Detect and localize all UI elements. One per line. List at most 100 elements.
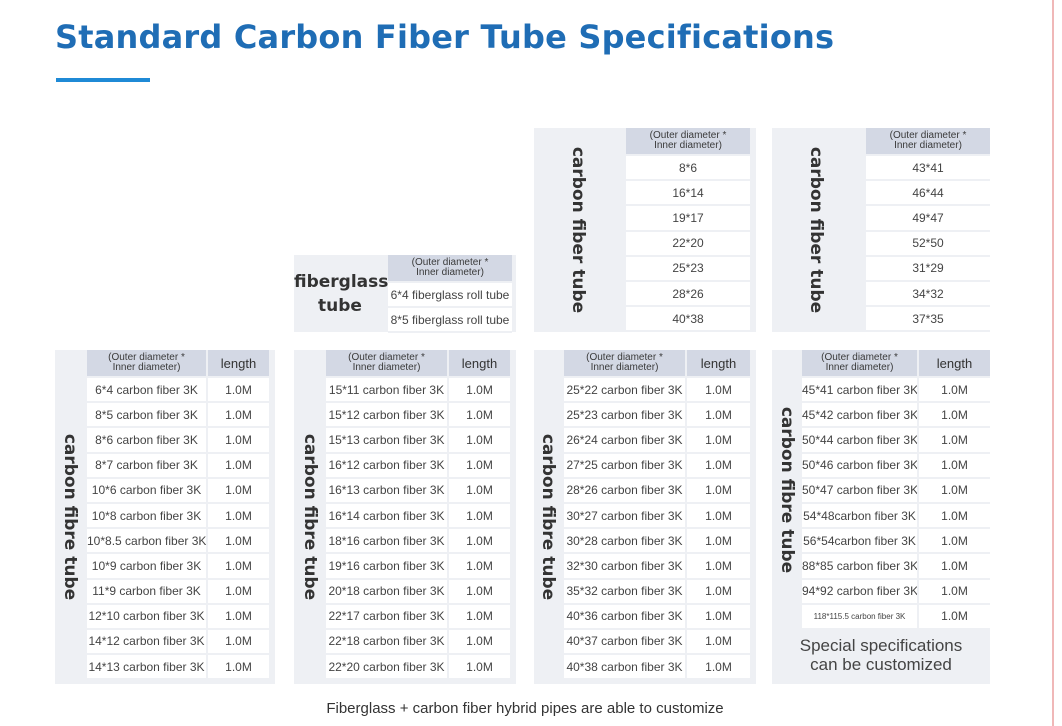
table-row: 22*17 carbon fiber 3K 1.0M (326, 603, 510, 630)
length-cell: 1.0M (685, 654, 750, 681)
fiberglass-label: fiberglass tube (294, 272, 389, 316)
length-cell: 1.0M (447, 553, 510, 580)
spec-cell: 8*5 fiberglass roll tube (388, 307, 512, 334)
length-cell: 1.0M (917, 528, 990, 555)
table-row: 118*115.5 carbon fiber 3K 1.0M (802, 603, 990, 630)
length-cell: 1.0M (685, 402, 750, 429)
top-spec-table-1: (Outer diameter * Inner diameter) 8*6 16*… (626, 128, 750, 333)
table-row: 16*14 carbon fiber 3K 1.0M (326, 502, 510, 530)
spec-cell: 27*25 carbon fiber 3K (564, 452, 686, 479)
spec-cell: 8*6 carbon fiber 3K (87, 427, 207, 454)
spec-cell: 8*6 (626, 155, 750, 182)
spec-cell: 43*41 (866, 155, 990, 182)
spec-cell: 50*44 carbon fiber 3K (802, 427, 918, 454)
spec-cell: 10*8 carbon fiber 3K (87, 502, 207, 530)
spec-cell: 25*23 (626, 255, 750, 282)
panel-label-top-1: carbon fiber tube (568, 146, 588, 314)
spec-cell: 45*41 carbon fiber 3K (802, 377, 918, 404)
spec-cell: 40*38 (626, 306, 750, 333)
length-cell: 1.0M (206, 528, 269, 555)
table-row: 35*32 carbon fiber 3K 1.0M (564, 578, 750, 605)
table-row: 8*7 carbon fiber 3K 1.0M (87, 452, 269, 479)
length-cell: 1.0M (447, 528, 510, 555)
table-row: 28*26 carbon fiber 3K 1.0M (564, 477, 750, 504)
spec-cell: 19*16 carbon fiber 3K (326, 553, 448, 580)
diameter-header: (Outer diameter * Inner diameter) (626, 128, 750, 156)
length-header: length (447, 350, 510, 378)
spec-cell: 28*26 (626, 280, 750, 308)
length-cell: 1.0M (917, 477, 990, 504)
diameter-header: (Outer diameter * Inner diameter) (87, 350, 207, 378)
spec-cell: 46*44 (866, 180, 990, 207)
spec-cell: 14*12 carbon fiber 3K (87, 628, 207, 656)
length-cell: 1.0M (685, 553, 750, 580)
spec-cell: 31*29 (866, 255, 990, 282)
length-cell: 1.0M (685, 427, 750, 454)
table-row: 16*12 carbon fiber 3K 1.0M (326, 452, 510, 479)
spec-cell: 22*18 carbon fiber 3K (326, 628, 448, 656)
table-row: 34*32 (866, 280, 990, 308)
table-row: 22*18 carbon fiber 3K 1.0M (326, 628, 510, 656)
spec-cell: 30*28 carbon fiber 3K (564, 528, 686, 555)
footer-caption: Fiberglass + carbon fiber hybrid pipes a… (326, 700, 724, 717)
length-cell: 1.0M (685, 628, 750, 656)
length-cell: 1.0M (917, 452, 990, 479)
length-cell: 1.0M (917, 377, 990, 404)
spec-cell: 94*92 carbon fiber 3K (802, 578, 918, 605)
spec-cell: 16*12 carbon fiber 3K (326, 452, 448, 479)
length-cell: 1.0M (206, 377, 269, 404)
length-cell: 1.0M (447, 502, 510, 530)
length-cell: 1.0M (206, 628, 269, 656)
panel-label-top-2: carbon fiber tube (806, 146, 826, 314)
table-row: 18*16 carbon fiber 3K 1.0M (326, 528, 510, 555)
length-cell: 1.0M (447, 377, 510, 404)
length-header: length (685, 350, 750, 378)
table-row: 88*85 carbon fiber 3K 1.0M (802, 553, 990, 580)
table-row: 8*6 (626, 155, 750, 182)
spec-cell: 40*38 carbon fiber 3K (564, 654, 686, 681)
spec-cell: 10*6 carbon fiber 3K (87, 477, 207, 504)
length-cell: 1.0M (685, 578, 750, 605)
table-row: 40*36 carbon fiber 3K 1.0M (564, 603, 750, 630)
length-cell: 1.0M (917, 603, 990, 630)
length-cell: 1.0M (685, 502, 750, 530)
fiberglass-spec-table: (Outer diameter * Inner diameter) 6*4 fi… (388, 255, 512, 334)
diameter-header: (Outer diameter * Inner diameter) (802, 350, 918, 378)
table-row: 10*9 carbon fiber 3K 1.0M (87, 553, 269, 580)
table-row: 50*46 carbon fiber 3K 1.0M (802, 452, 990, 479)
table-row: 94*92 carbon fiber 3K 1.0M (802, 578, 990, 605)
diameter-header: (Outer diameter * Inner diameter) (388, 255, 512, 283)
spec-cell: 45*42 carbon fiber 3K (802, 402, 918, 429)
spec-cell: 22*20 (626, 230, 750, 257)
length-cell: 1.0M (917, 553, 990, 580)
length-cell: 1.0M (206, 553, 269, 580)
length-cell: 1.0M (917, 427, 990, 454)
table-row: 8*5 fiberglass roll tube (388, 307, 512, 334)
table-row: 15*12 carbon fiber 3K 1.0M (326, 402, 510, 429)
table-row: 14*12 carbon fiber 3K 1.0M (87, 628, 269, 656)
table-row: 50*47 carbon fiber 3K 1.0M (802, 477, 990, 504)
table-row: 28*26 (626, 280, 750, 308)
table-row: 8*6 carbon fiber 3K 1.0M (87, 427, 269, 454)
table-row: 43*41 (866, 155, 990, 182)
spec-cell: 30*27 carbon fiber 3K (564, 502, 686, 530)
panel-label-bottom-2: carbon fibre tube (300, 433, 320, 601)
table-row: 15*13 carbon fiber 3K 1.0M (326, 427, 510, 454)
table-row: 6*4 fiberglass roll tube (388, 282, 512, 309)
table-row: 8*5 carbon fiber 3K 1.0M (87, 402, 269, 429)
spec-cell: 52*50 (866, 230, 990, 257)
spec-cell: 118*115.5 carbon fiber 3K (802, 603, 918, 630)
spec-cell: 10*9 carbon fiber 3K (87, 553, 207, 580)
table-row: 26*24 carbon fiber 3K 1.0M (564, 427, 750, 454)
length-cell: 1.0M (206, 502, 269, 530)
bottom-spec-table-1: (Outer diameter * Inner diameter) length… (87, 350, 269, 681)
table-row: 19*16 carbon fiber 3K 1.0M (326, 553, 510, 580)
spec-cell: 12*10 carbon fiber 3K (87, 603, 207, 630)
table-row: 31*29 (866, 255, 990, 282)
panel-label-bottom-4: carbon fibre tube (777, 406, 797, 574)
spec-cell: 88*85 carbon fiber 3K (802, 553, 918, 580)
bottom-spec-table-3: (Outer diameter * Inner diameter) length… (564, 350, 750, 681)
table-row: 45*41 carbon fiber 3K 1.0M (802, 377, 990, 404)
spec-cell: 28*26 carbon fiber 3K (564, 477, 686, 504)
spec-cell: 37*35 (866, 306, 990, 333)
